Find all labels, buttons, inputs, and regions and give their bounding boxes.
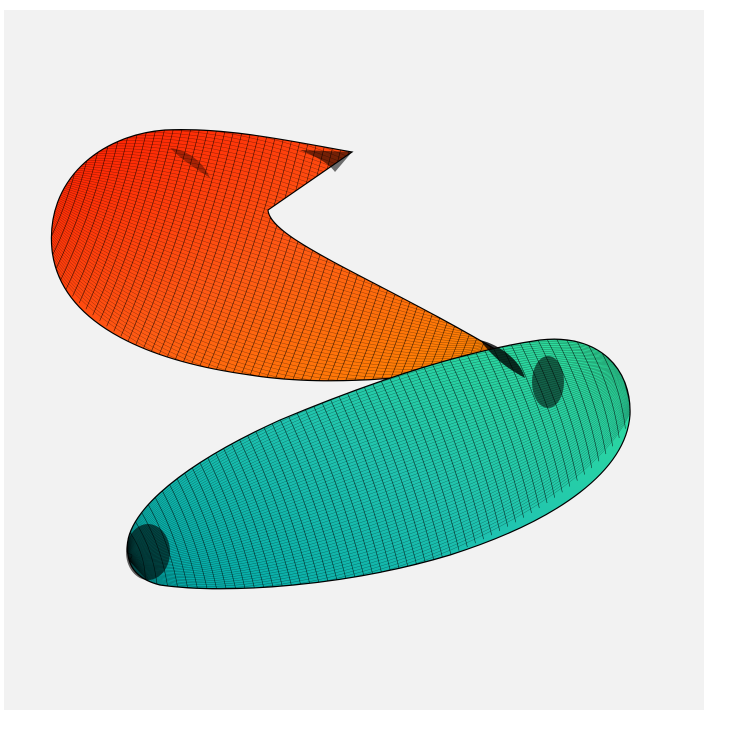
upper-mesh-long-line xyxy=(51,177,506,333)
upper-mesh-long-line xyxy=(51,177,506,343)
upper-mesh-long-line xyxy=(51,177,506,340)
upper-mesh-long-line xyxy=(51,177,506,350)
lower-mesh-long-line xyxy=(127,372,631,563)
upper-mesh-long-line xyxy=(51,177,506,381)
upper-mesh-long-line xyxy=(51,177,506,381)
lower-mesh-long-line xyxy=(127,353,631,558)
lower-mesh-long-line xyxy=(127,372,631,589)
upper-mesh-long-line xyxy=(51,177,506,337)
upper-mesh-long-line xyxy=(51,177,506,362)
lower-mesh-long-line xyxy=(127,356,631,558)
upper-mesh-long-line xyxy=(51,177,506,341)
lower-mesh-long-line xyxy=(127,372,631,560)
upper-mesh-long-line xyxy=(51,177,506,334)
lower-mesh-long-line xyxy=(127,372,631,574)
junction-shadow xyxy=(480,340,525,378)
lower-mesh-long-line xyxy=(127,372,631,589)
upper-mesh-long-line xyxy=(51,177,506,348)
upper-mesh-long-line xyxy=(51,177,506,353)
lower-mesh-long-line xyxy=(127,372,631,559)
lower-mesh-long-line xyxy=(127,372,631,575)
lower-mesh-ring-line xyxy=(632,369,639,377)
lower-mesh-long-line xyxy=(127,372,631,566)
upper-lobe-tip-shadow xyxy=(300,150,352,172)
lower-mesh-long-line xyxy=(127,372,631,589)
upper-mesh-ring-line xyxy=(507,329,514,337)
upper-mesh-long-line xyxy=(51,177,506,365)
lower-mesh-long-line xyxy=(127,358,631,558)
upper-mesh-ring-line xyxy=(31,174,38,182)
lower-lobe-right-tip-shadow xyxy=(532,356,564,408)
upper-mesh-long-line xyxy=(51,177,506,346)
upper-mesh-long-line xyxy=(51,177,506,367)
lower-mesh-long-line xyxy=(127,372,631,589)
upper-mesh-long-line xyxy=(51,177,506,335)
lower-mesh-long-line xyxy=(127,372,631,570)
upper-mesh-long-line xyxy=(51,177,506,345)
upper-mesh-long-line xyxy=(51,177,506,357)
lower-mesh-long-line xyxy=(127,348,631,558)
lower-mesh-long-line xyxy=(127,372,631,580)
upper-mesh-long-line xyxy=(51,177,506,333)
lower-mesh-long-line xyxy=(127,346,631,558)
upper-mesh-long-line xyxy=(51,177,506,336)
lower-mesh-long-line xyxy=(127,372,631,567)
lower-mesh-long-line xyxy=(127,372,631,558)
lower-mesh-long-line xyxy=(127,355,631,558)
upper-mesh-long-line xyxy=(51,177,506,370)
upper-mesh-long-line xyxy=(51,177,506,381)
lower-mesh-long-line xyxy=(127,352,631,558)
lower-mesh-long-line xyxy=(127,372,631,558)
lower-mesh-long-line xyxy=(127,372,631,571)
lower-mesh-long-line xyxy=(127,372,631,565)
lower-mesh-long-line xyxy=(127,372,631,558)
lower-mesh-long-line xyxy=(127,372,631,589)
upper-lobe-body xyxy=(50,129,507,382)
upper-mesh-long-line xyxy=(51,177,506,338)
lower-mesh-long-line xyxy=(127,372,631,578)
upper-mesh-ring-line xyxy=(51,143,53,218)
upper-mesh-long-line xyxy=(51,177,506,360)
upper-lobe-fold-shadow xyxy=(170,148,210,178)
lower-mesh-long-line xyxy=(127,359,631,558)
lower-mesh-long-line xyxy=(127,372,631,564)
upper-mesh-long-line xyxy=(51,177,506,381)
lower-mesh-long-line xyxy=(127,372,631,589)
lower-mesh-long-line xyxy=(127,372,631,577)
lower-mesh-long-line xyxy=(127,372,631,584)
lower-mesh-long-line xyxy=(127,350,631,558)
lower-mesh-long-line xyxy=(127,372,631,558)
lower-mesh-long-line xyxy=(127,372,631,568)
upper-mesh-long-line xyxy=(51,177,506,355)
lower-mesh-long-line xyxy=(127,372,631,562)
lower-mesh-long-line xyxy=(127,372,631,589)
lower-mesh-long-line xyxy=(127,372,631,582)
upper-mesh-long-line xyxy=(51,177,506,381)
lower-mesh-long-line xyxy=(127,372,631,585)
lower-mesh-long-line xyxy=(127,372,631,587)
lower-mesh-long-line xyxy=(127,372,631,561)
lower-mesh-long-line xyxy=(127,372,631,560)
lower-lobe-left-tip-shadow xyxy=(126,524,170,580)
lower-mesh-long-line xyxy=(127,372,631,572)
